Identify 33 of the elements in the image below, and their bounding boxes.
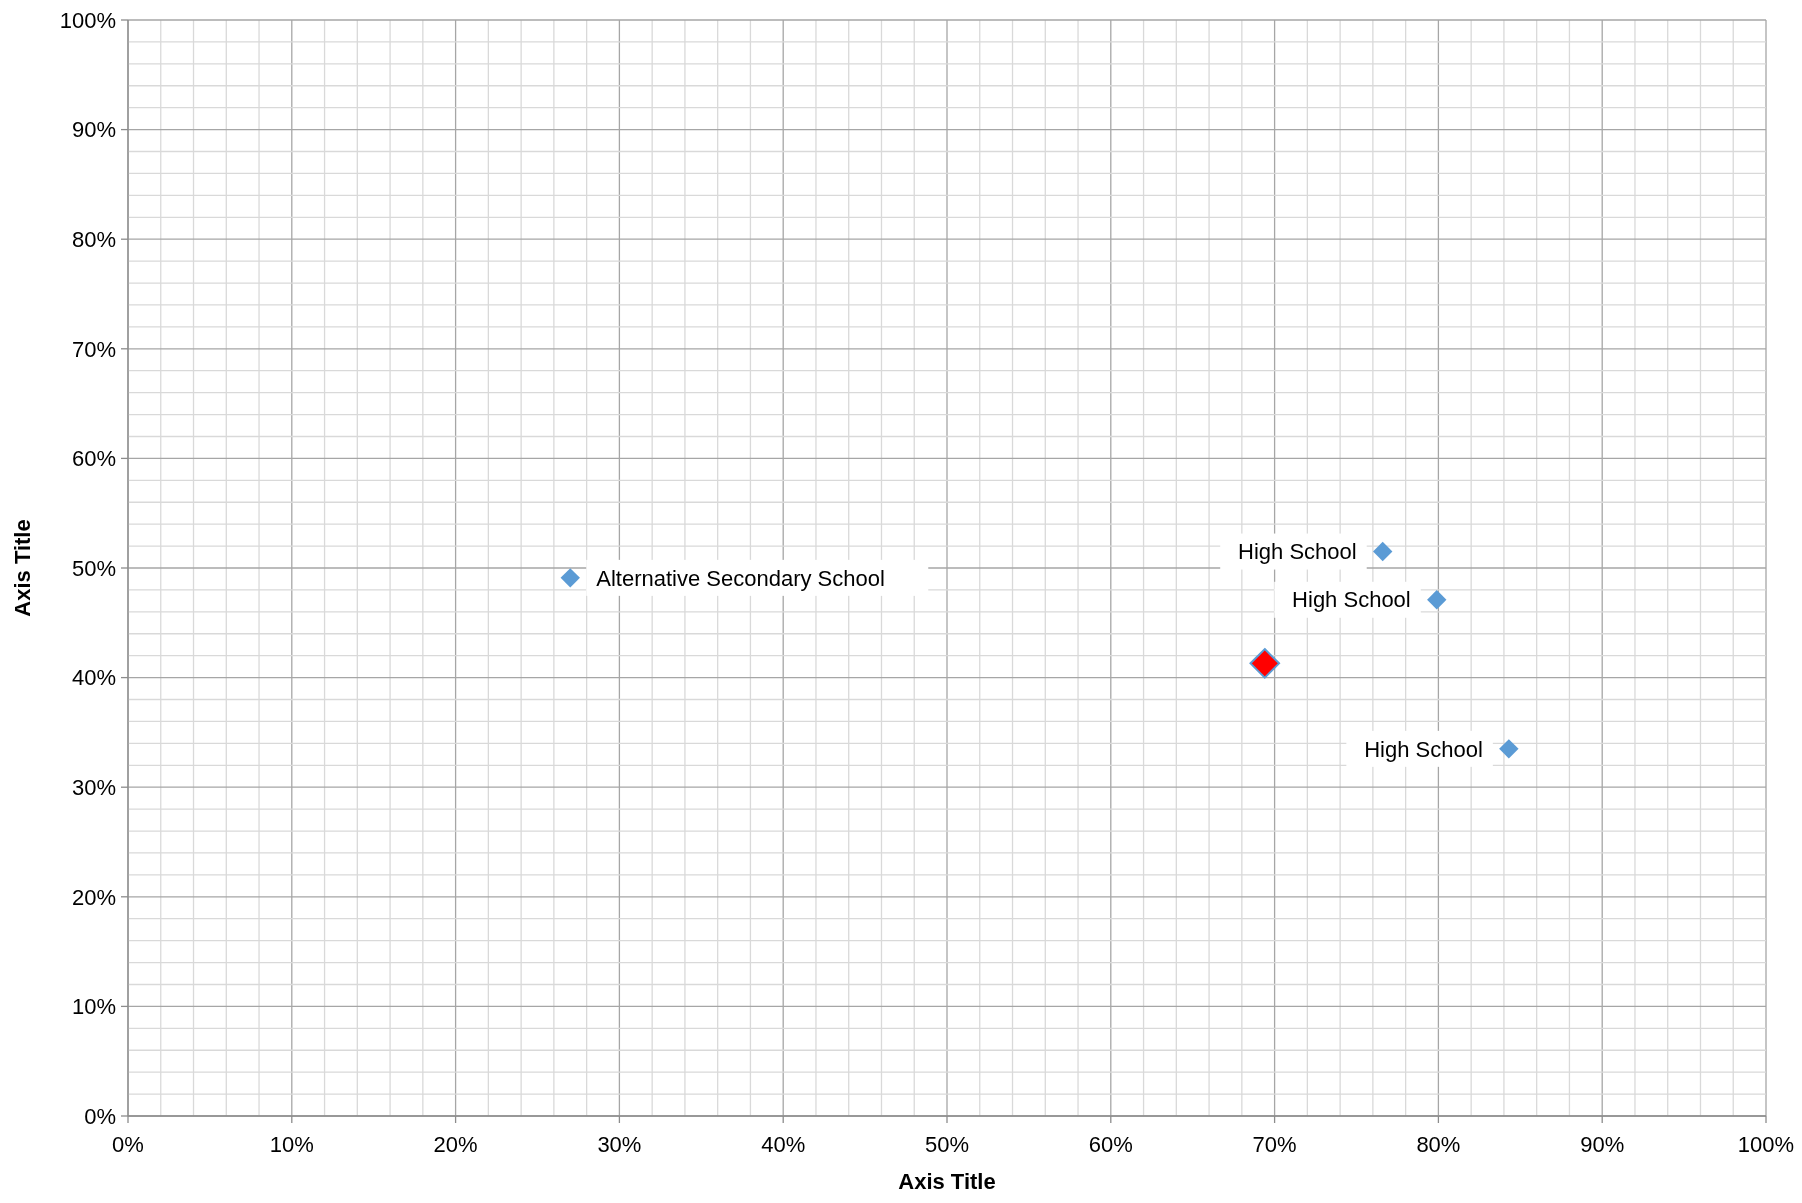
point: [1249, 648, 1281, 679]
point: [560, 568, 580, 588]
y-tick-label: 10%: [71, 994, 116, 1020]
data-label: High School: [1292, 587, 1411, 613]
point: [1373, 541, 1393, 562]
point: [1499, 739, 1519, 759]
x-tick-label: 0%: [112, 1132, 144, 1157]
y-tick-label: 90%: [71, 117, 116, 143]
y-axis-title: Axis Title: [10, 519, 35, 617]
y-tick-label: 80%: [71, 226, 116, 252]
x-tick-label: 40%: [761, 1132, 806, 1157]
data-label: High School: [1238, 539, 1357, 565]
y-tick-label: 70%: [71, 336, 116, 362]
x-tick-label: 60%: [1088, 1132, 1133, 1157]
y-tick-label: 30%: [71, 774, 116, 800]
x-tick-label: 50%: [924, 1132, 970, 1157]
y-tick-label: 20%: [71, 884, 116, 910]
y-tick-label: 60%: [71, 446, 116, 472]
x-tick-label: 100%: [1737, 1132, 1795, 1157]
y-tick-label: 40%: [71, 665, 116, 691]
y-tick-label: 0%: [84, 1103, 116, 1129]
y-tick-label: 50%: [71, 555, 116, 581]
x-tick-label: 70%: [1252, 1132, 1297, 1157]
point: [1427, 590, 1447, 610]
x-tick-label: 80%: [1416, 1132, 1461, 1157]
x-tick-label: 20%: [433, 1132, 478, 1157]
x-tick-label: 90%: [1580, 1132, 1625, 1157]
x-tick-label: 10%: [269, 1132, 314, 1157]
y-tick-label: 100%: [59, 7, 116, 33]
x-axis-title: Axis Title: [898, 1169, 996, 1194]
data-label: Alternative Secondary School: [596, 565, 885, 591]
x-tick-label: 30%: [597, 1132, 642, 1157]
data-label: High School: [1364, 736, 1483, 762]
